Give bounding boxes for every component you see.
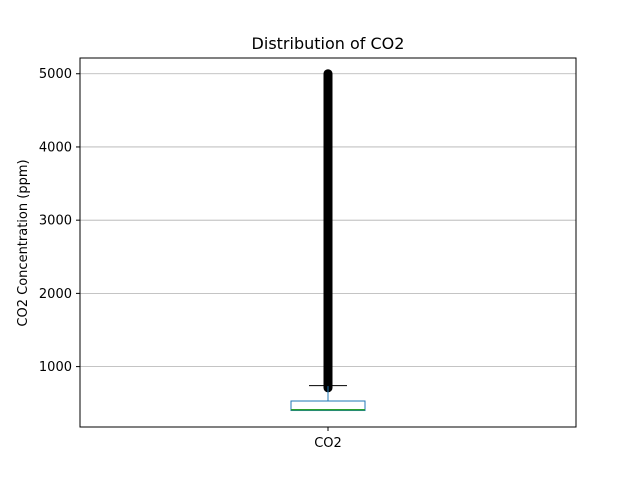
chart-title: Distribution of CO2 [252, 34, 405, 53]
box-plots [290, 69, 366, 412]
y-tick-label: 2000 [39, 287, 72, 302]
plot-frame [79, 57, 577, 428]
y-axis-label: CO2 Concentration (ppm) [16, 159, 31, 326]
y-tick-label: 3000 [39, 214, 72, 229]
x-tick-label: CO2 [314, 436, 342, 451]
y-tick-label: 1000 [39, 360, 72, 375]
y-tick-label: 4000 [39, 140, 72, 155]
outlier-points [323, 69, 333, 393]
y-axis-ticks: 1000 2000 3000 4000 5000 [39, 67, 80, 375]
x-axis-ticks: CO2 [314, 427, 342, 451]
y-tick-label: 5000 [39, 67, 72, 82]
